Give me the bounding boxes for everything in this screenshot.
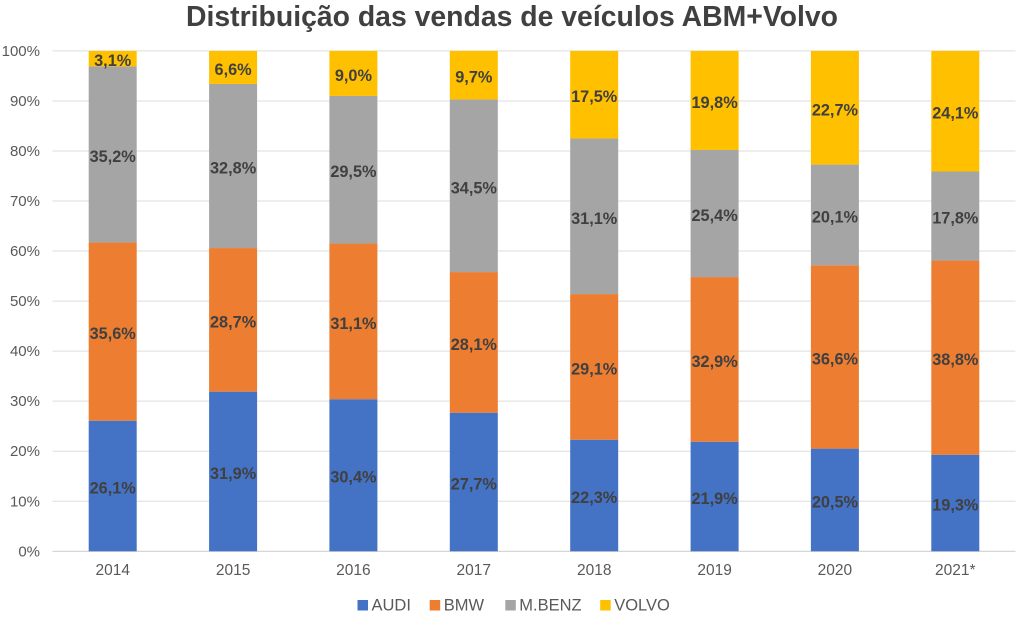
svg-text:2019: 2019 [697, 562, 731, 579]
svg-text:19,8%: 19,8% [692, 94, 739, 112]
svg-text:26,1%: 26,1% [90, 480, 137, 498]
svg-text:30%: 30% [10, 393, 40, 410]
svg-text:0%: 0% [18, 543, 40, 560]
svg-text:38,8%: 38,8% [932, 351, 979, 369]
svg-text:20%: 20% [10, 443, 40, 460]
svg-text:50%: 50% [10, 293, 40, 310]
svg-text:25,4%: 25,4% [692, 207, 739, 225]
svg-text:40%: 40% [10, 343, 40, 360]
svg-text:30,4%: 30,4% [330, 469, 377, 487]
svg-text:60%: 60% [10, 243, 40, 260]
svg-text:M.BENZ: M.BENZ [519, 597, 581, 615]
svg-text:34,5%: 34,5% [451, 179, 498, 197]
svg-text:9,7%: 9,7% [455, 69, 493, 87]
svg-text:9,0%: 9,0% [335, 67, 373, 85]
svg-text:2018: 2018 [577, 562, 611, 579]
svg-text:28,7%: 28,7% [210, 313, 257, 331]
svg-text:90%: 90% [10, 93, 40, 110]
svg-text:Distribuição das vendas de veí: Distribuição das vendas de veículos ABM+… [186, 1, 838, 33]
svg-text:AUDI: AUDI [372, 597, 411, 615]
svg-text:2014: 2014 [95, 562, 130, 579]
svg-text:24,1%: 24,1% [932, 105, 979, 123]
svg-text:28,1%: 28,1% [451, 336, 498, 354]
svg-text:19,3%: 19,3% [932, 497, 979, 515]
svg-text:6,6%: 6,6% [215, 61, 253, 79]
svg-text:35,2%: 35,2% [90, 148, 137, 166]
svg-text:2017: 2017 [457, 562, 491, 579]
svg-text:22,7%: 22,7% [812, 101, 859, 119]
svg-text:2021*: 2021* [935, 562, 976, 579]
svg-text:36,6%: 36,6% [812, 350, 859, 368]
svg-text:17,8%: 17,8% [932, 210, 979, 228]
svg-text:32,9%: 32,9% [692, 353, 739, 371]
svg-text:35,6%: 35,6% [90, 325, 137, 343]
svg-text:21,9%: 21,9% [692, 490, 739, 508]
svg-text:70%: 70% [10, 193, 40, 210]
svg-text:2016: 2016 [336, 562, 370, 579]
svg-text:20,5%: 20,5% [812, 493, 859, 511]
svg-text:31,1%: 31,1% [571, 210, 618, 228]
svg-text:17,5%: 17,5% [571, 88, 618, 106]
svg-text:10%: 10% [10, 493, 40, 510]
svg-text:BMW: BMW [444, 597, 485, 615]
svg-text:2015: 2015 [216, 562, 250, 579]
svg-text:32,8%: 32,8% [210, 159, 257, 177]
svg-text:29,5%: 29,5% [330, 163, 377, 181]
svg-text:2020: 2020 [818, 562, 853, 579]
svg-text:3,1%: 3,1% [94, 52, 132, 70]
svg-text:100%: 100% [2, 43, 40, 60]
svg-text:27,7%: 27,7% [451, 475, 498, 493]
svg-text:20,1%: 20,1% [812, 208, 859, 226]
svg-text:31,1%: 31,1% [330, 315, 377, 333]
svg-text:VOLVO: VOLVO [614, 597, 670, 615]
svg-text:29,1%: 29,1% [571, 360, 618, 378]
svg-text:80%: 80% [10, 143, 40, 160]
svg-text:31,9%: 31,9% [210, 465, 257, 483]
svg-text:22,3%: 22,3% [571, 489, 618, 507]
